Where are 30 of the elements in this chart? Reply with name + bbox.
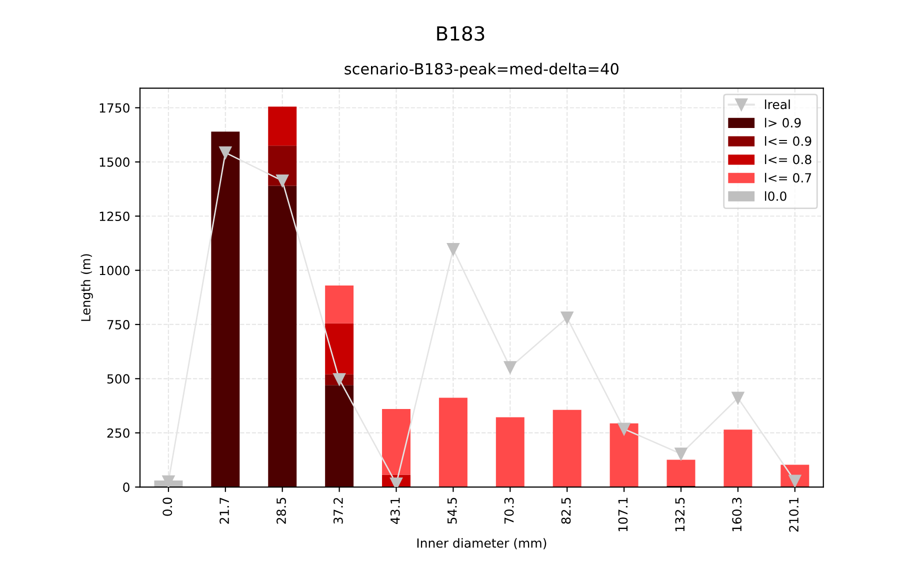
y-tick-label: 1500 bbox=[100, 157, 130, 167]
y-tick-label: 250 bbox=[107, 428, 130, 438]
legend-label: l> 0.9 bbox=[765, 118, 801, 128]
y-tick-label: 1000 bbox=[100, 266, 130, 276]
chart-subtitle: scenario-B183-peak=med-delta=40 bbox=[344, 62, 618, 78]
x-axis-title: Inner diameter (mm) bbox=[417, 538, 546, 550]
y-tick-label: 750 bbox=[107, 320, 130, 330]
x-tick-label: 0.0 bbox=[162, 498, 172, 516]
y-axis-title: Length (m) bbox=[80, 254, 93, 321]
chart-title: B183 bbox=[437, 26, 484, 41]
x-tick-label: 107.1 bbox=[618, 498, 628, 532]
x-tick-label: 28.5 bbox=[276, 498, 286, 524]
x-tick-label: 54.5 bbox=[448, 498, 457, 524]
legend-label: l<= 0.8 bbox=[765, 154, 812, 164]
y-tick-label: 1250 bbox=[100, 212, 130, 222]
x-tick-label: 160.3 bbox=[732, 498, 742, 532]
legend-label: lreal bbox=[765, 99, 790, 110]
y-tick-label: 1750 bbox=[100, 103, 130, 113]
legend-label: l<= 0.9 bbox=[765, 136, 812, 146]
x-tick-label: 37.2 bbox=[333, 498, 343, 524]
x-tick-label: 210.1 bbox=[789, 498, 799, 532]
y-tick-label: 500 bbox=[107, 374, 130, 384]
x-tick-label: 70.3 bbox=[504, 498, 514, 524]
x-tick-label: 82.5 bbox=[561, 498, 571, 524]
x-tick-label: 43.1 bbox=[390, 498, 400, 524]
legend-label: l<= 0.7 bbox=[765, 172, 812, 183]
x-tick-label: 132.5 bbox=[675, 498, 685, 532]
x-tick-label: 21.7 bbox=[220, 498, 229, 524]
y-tick-label: 0 bbox=[123, 482, 130, 492]
legend-label: l0.0 bbox=[765, 191, 786, 201]
